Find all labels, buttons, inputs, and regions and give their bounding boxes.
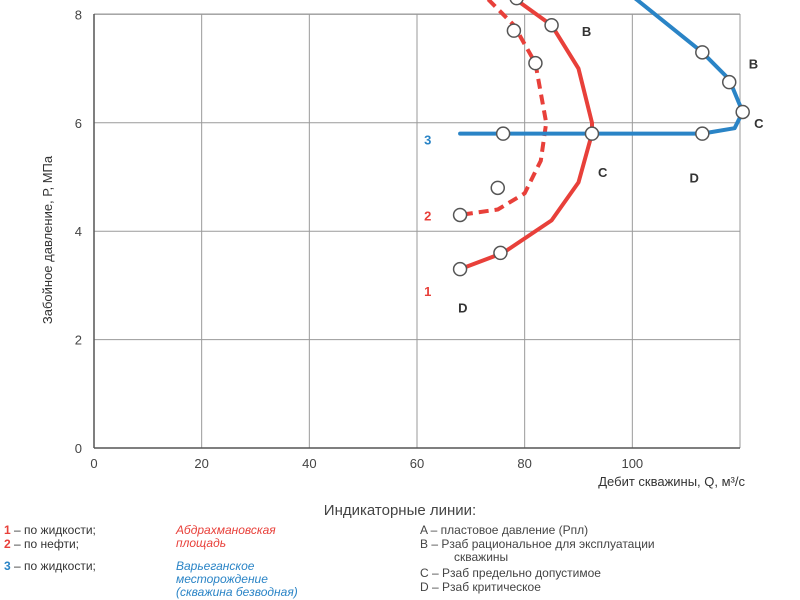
x-tick-label: 60	[410, 456, 424, 471]
point-label: 2	[424, 208, 431, 223]
data-point-marker	[584, 126, 600, 141]
legend-c: C – Рзаб предельно допустимое	[420, 566, 601, 580]
legend-row-3: 3 – по жидкости;	[4, 560, 96, 573]
x-tick-label: 20	[194, 456, 208, 471]
point-label: D	[690, 170, 699, 185]
series-line-blue-main	[634, 0, 745, 136]
point-label: C	[598, 165, 608, 180]
y-tick-label: 8	[75, 7, 82, 22]
legend-a: A – пластовое давление (Рпл)	[420, 523, 589, 537]
legend-num-3: 3	[4, 559, 11, 573]
indicator-lines-chart: 02040608010002468101214 ABCDBCD321 Забой…	[40, 0, 764, 489]
data-point-marker	[695, 126, 710, 141]
x-axis-label: Дебит скважины, Q, м³/с	[598, 474, 745, 489]
data-point-marker	[495, 126, 511, 141]
chart-markers	[452, 0, 750, 277]
x-tick-label: 40	[302, 456, 316, 471]
legend-d: D – Рзаб критическое	[420, 580, 541, 594]
legend-b-cont: скважины	[454, 550, 509, 564]
legend-block: Индикаторные линии: 1 – по жидкости; 2 –…	[0, 500, 800, 600]
data-point-marker	[544, 17, 559, 33]
legend-num-1: 1	[4, 523, 11, 537]
legend-text-3: – по жидкости;	[10, 559, 96, 573]
legend-title: Индикаторные линии:	[323, 502, 477, 519]
data-point-marker	[490, 180, 505, 196]
legend-text-2: – по нефти;	[10, 537, 79, 551]
legend-field-blue-line-1: Варьеганское	[176, 559, 255, 573]
y-tick-label: 2	[75, 333, 82, 348]
x-tick-label: 80	[517, 456, 531, 471]
y-tick-label: 0	[75, 441, 82, 456]
legend-field-red-line-2: площадь	[176, 536, 227, 550]
legend-row-1: 1 – по жидкости;	[4, 524, 96, 537]
legend-field-blue: Варьеганское месторождение (скважина без…	[176, 560, 298, 599]
legend-row-2: 2 – по нефти;	[4, 538, 79, 551]
legend-b: B – Рзаб рациональное для эксплуатации	[420, 537, 655, 551]
data-point-marker	[509, 0, 524, 6]
y-tick-label: 6	[75, 116, 82, 131]
y-axis-label: Забойное давление, Р, МПа	[40, 155, 55, 324]
chart-grid	[94, 13, 741, 448]
point-label: C	[754, 116, 764, 131]
legend-field-red-line-1: Абдрахмановская	[176, 523, 276, 537]
point-label: 3	[424, 132, 431, 147]
chart-axes	[93, 14, 740, 449]
data-point-marker	[721, 74, 737, 90]
legend-text-1: – по жидкости;	[10, 523, 96, 537]
data-point-marker	[493, 245, 508, 261]
data-point-marker	[506, 23, 522, 38]
x-tick-label: 100	[621, 456, 643, 471]
data-point-marker	[528, 55, 543, 71]
legend-field-blue-line-2: месторождение	[176, 572, 268, 586]
point-label: D	[458, 301, 467, 316]
x-tick-label: 0	[90, 456, 97, 471]
data-point-marker	[695, 45, 710, 60]
data-point-marker	[735, 104, 750, 120]
chart-tick-labels: 02040608010002468101214	[75, 7, 643, 471]
legend-field-red: Абдрахмановская площадь	[176, 524, 276, 550]
legend-field-blue-line-3: (скважина безводная)	[176, 585, 298, 599]
chart-point-labels: ABCDBCD321	[424, 24, 764, 316]
point-label: B	[749, 57, 758, 72]
data-point-marker	[452, 261, 468, 277]
chart-series	[458, 0, 745, 272]
series-line-2	[459, 0, 549, 217]
legend-num-2: 2	[4, 537, 11, 551]
data-point-marker	[452, 207, 468, 223]
y-tick-label: 4	[75, 224, 82, 239]
point-label: B	[582, 24, 591, 39]
point-label: 1	[424, 284, 431, 299]
